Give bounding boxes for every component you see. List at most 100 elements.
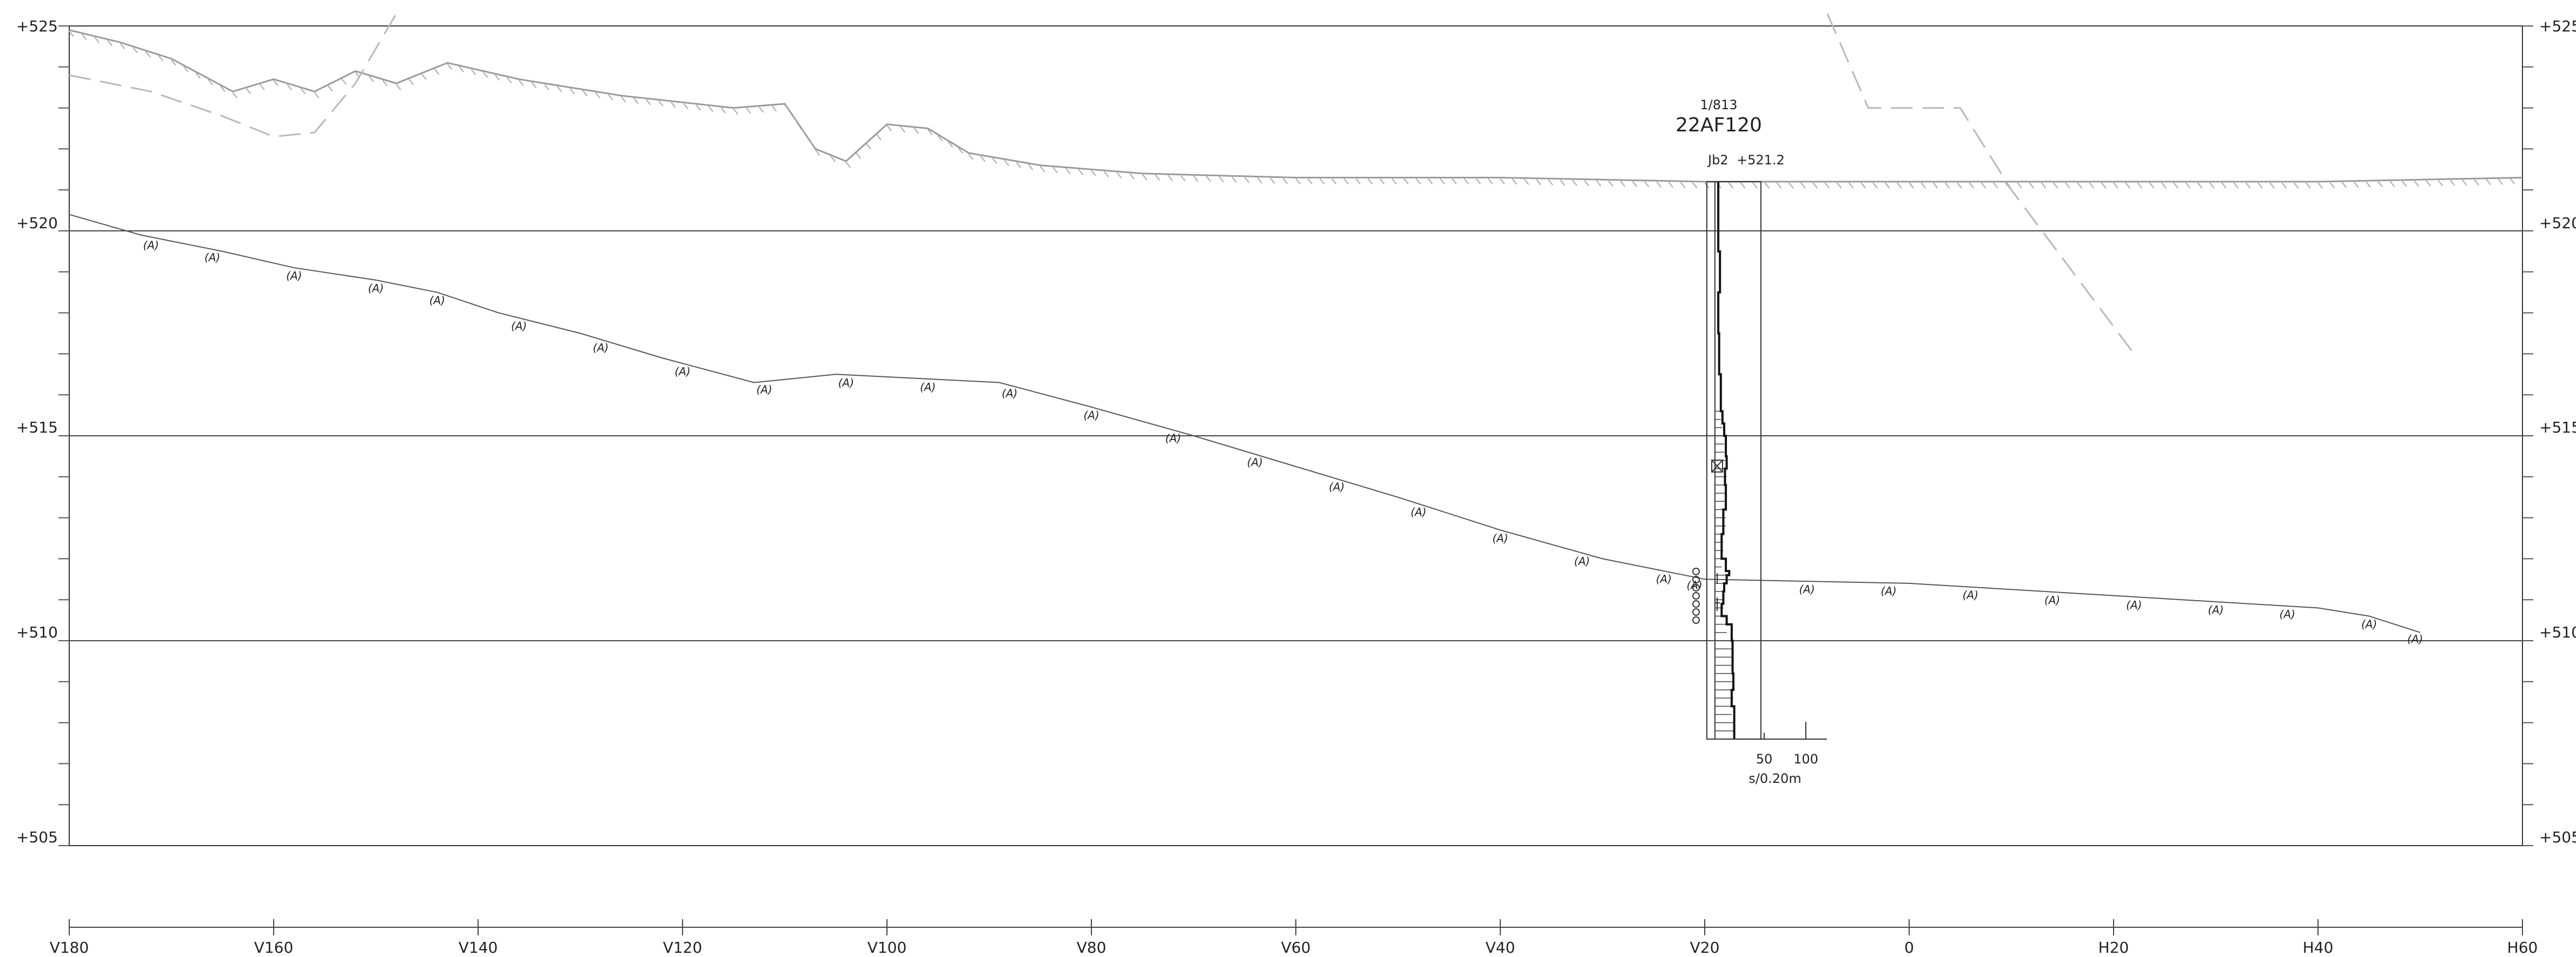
dashed-line-right — [1826, 13, 2135, 355]
ground-hatch-mark — [1884, 182, 1890, 189]
ground-hatch-mark — [482, 71, 488, 78]
ground-hatch-mark — [1295, 178, 1301, 185]
terrain-marker: (A) — [204, 251, 220, 264]
ground-hatch-mark — [2041, 182, 2047, 189]
ground-hatch-mark — [1091, 170, 1096, 176]
ground-hatch-mark — [830, 156, 836, 162]
terrain-marker: (A) — [920, 381, 936, 394]
ground-hatch-mark — [1039, 166, 1045, 172]
ground-hatch-mark — [1392, 178, 1397, 185]
ground-hatch-mark — [506, 77, 512, 84]
ground-hatch-mark — [1740, 182, 1746, 189]
ground-hatch-mark — [1142, 174, 1148, 181]
ground-hatch-mark — [471, 69, 476, 75]
ground-hatch-mark — [2414, 180, 2419, 187]
ground-hatch-mark — [1849, 182, 1854, 189]
ground-hatch-mark — [608, 94, 613, 101]
ground-hatch-mark — [1052, 167, 1058, 174]
ground-hatch-mark — [544, 84, 549, 90]
elevation-label-left-505: +505 — [16, 828, 58, 846]
ground-hatch-mark — [633, 97, 639, 104]
ground-hatch-mark — [927, 129, 933, 136]
ground-hatch-mark — [1180, 175, 1186, 182]
ground-hatch-mark — [1367, 178, 1373, 185]
terrain-marker: (A) — [757, 383, 772, 396]
ground-hatch-mark — [494, 74, 500, 81]
penetration-scale — [1723, 722, 1827, 740]
ground-hatch-mark — [1800, 182, 1806, 189]
ground-hatch-mark — [1452, 178, 1457, 185]
ground-hatch-mark — [2462, 180, 2467, 186]
terrain-marker: (A) — [1083, 409, 1099, 422]
ground-hatch-mark — [913, 128, 919, 134]
ground-hatch-mark — [1608, 180, 1613, 187]
elevation-label-left-515: +515 — [16, 418, 58, 436]
ground-hatch-mark — [886, 125, 892, 131]
ground-hatch-mark — [531, 82, 537, 88]
ground-hatch-mark — [2341, 182, 2347, 188]
ground-hatch-mark — [1500, 178, 1505, 185]
ground-hatch-mark — [992, 157, 998, 164]
station-label: V100 — [868, 939, 907, 956]
ground-hatch-mark — [260, 84, 265, 90]
ground-hatch-mark — [1909, 182, 1914, 189]
ground-hatch-mark — [1944, 182, 1950, 189]
ground-hatch-mark — [2113, 182, 2118, 189]
ground-hatch-mark — [1440, 178, 1445, 185]
ground-hatch-mark — [2053, 182, 2058, 189]
ground-hatch-mark — [1065, 168, 1071, 175]
ground-hatch-mark — [2221, 182, 2227, 189]
ground-hatch-mark — [1572, 180, 1578, 186]
terrain-marker: (A) — [1963, 589, 1978, 602]
ground-hatch-mark — [1427, 178, 1433, 185]
station-label: V160 — [254, 939, 294, 956]
ground-hatch-mark — [171, 59, 176, 66]
ground-hatch-mark — [145, 51, 151, 58]
ground-hatch-mark — [1752, 182, 1758, 189]
ground-hatch-mark — [2449, 180, 2455, 186]
ground-hatch-mark — [1028, 164, 1034, 170]
ground-hatch-mark — [2353, 182, 2359, 188]
ground-hatch-mark — [937, 135, 943, 142]
ground-hatch-mark — [799, 127, 805, 134]
terrain-marker: (A) — [1329, 481, 1345, 494]
ground-hatch-mark — [1921, 182, 1926, 189]
ground-hatch-mark — [459, 66, 465, 72]
ground-hatch-mark — [1355, 178, 1361, 185]
station-ticks — [69, 919, 2523, 935]
station-label: H40 — [2303, 939, 2334, 956]
elevation-label-left-510: +510 — [16, 623, 58, 641]
ground-hatch-mark — [1788, 182, 1794, 189]
ground-hatch-mark — [220, 85, 226, 92]
ground-hatch-mark — [1620, 181, 1626, 187]
ground-hatch-mark — [1103, 171, 1109, 177]
elevation-label-right-510: +510 — [2539, 623, 2576, 641]
ground-hatch-mark — [1535, 179, 1541, 185]
ground-hatch-mark — [69, 30, 74, 37]
ground-hatch-mark — [866, 143, 871, 150]
station-label: H60 — [2507, 939, 2538, 956]
ground-hatch-mark — [2017, 182, 2022, 189]
ground-hatch-mark — [2137, 182, 2143, 189]
ground-hatch-mark — [1206, 176, 1211, 182]
ground-hatch-mark — [958, 147, 964, 154]
elevation-label-left-525: +525 — [16, 17, 58, 35]
ground-hatch-mark — [2293, 182, 2299, 189]
borehole-name: 22AF120 — [1676, 114, 1762, 136]
ground-hatch-mark — [1282, 178, 1288, 184]
station-label: 0 — [1904, 939, 1914, 956]
penetration-profile — [1717, 182, 1736, 739]
ground-hatch-mark — [1560, 180, 1565, 186]
ground-hatch-mark — [408, 79, 414, 85]
ground-hatch-mark — [2089, 182, 2095, 189]
ground-hatch-mark — [968, 154, 974, 160]
elevation-label-right-525: +525 — [2539, 17, 2576, 35]
ground-hatch-mark — [396, 84, 401, 90]
terrain-marker: (A) — [2361, 618, 2377, 631]
ground-hatch-mark — [2233, 182, 2239, 189]
ground-hatch-mark — [1231, 176, 1237, 183]
ground-hatch-mark — [595, 92, 601, 98]
ground-hatch-mark — [876, 134, 882, 141]
ground-hatch-mark — [133, 47, 138, 54]
ground-hatch-mark — [900, 126, 905, 133]
